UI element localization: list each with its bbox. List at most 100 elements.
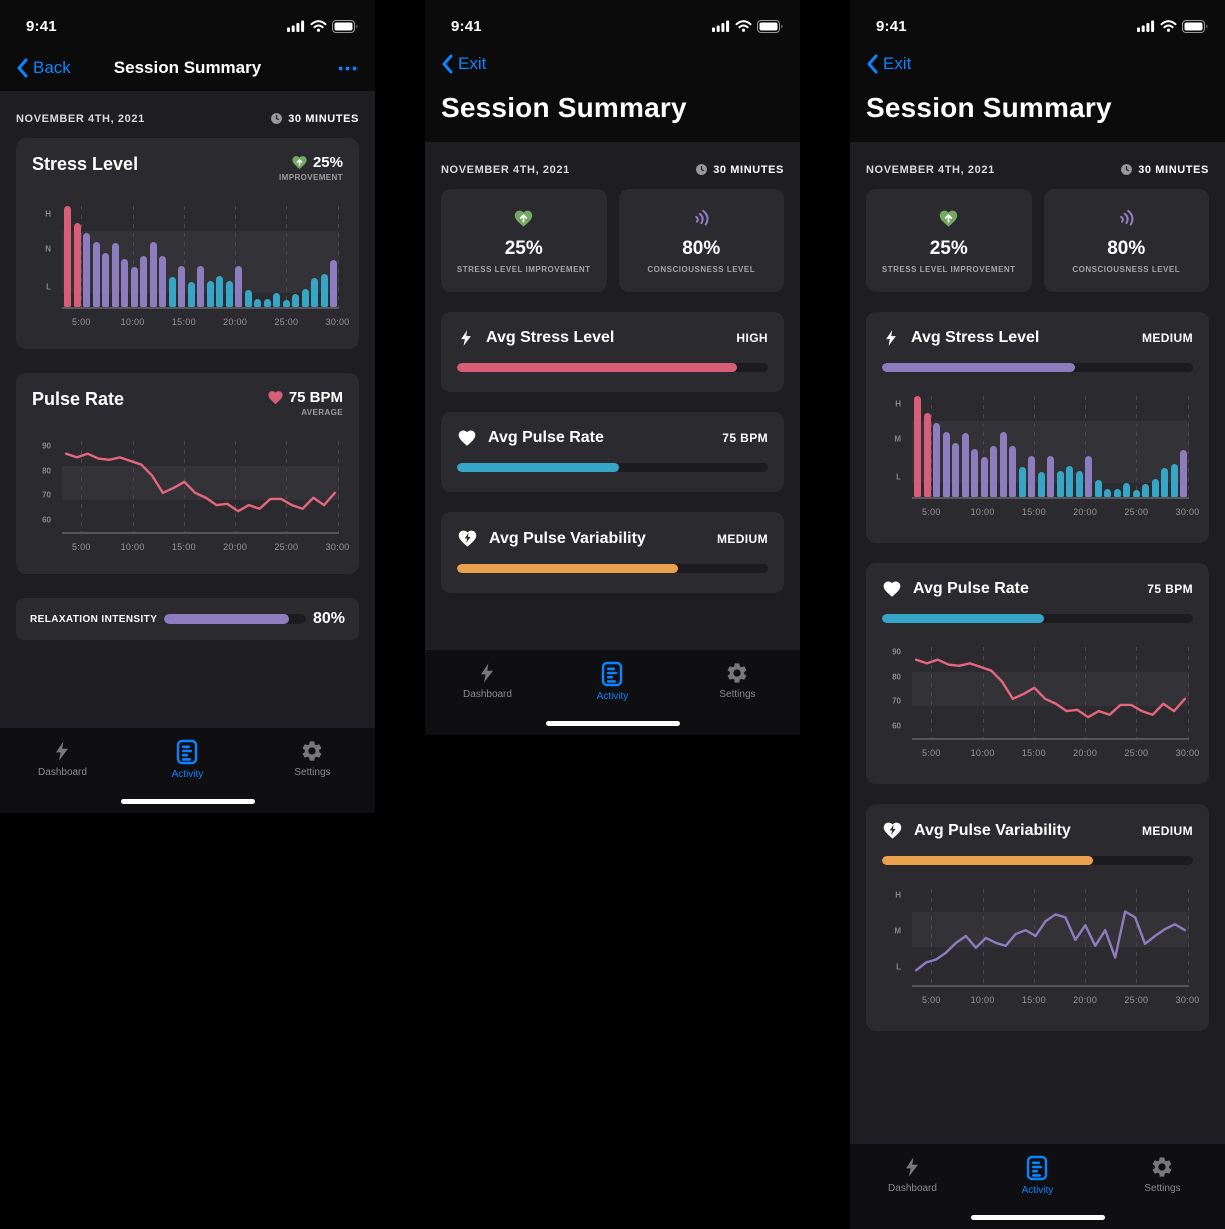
report-document-icon bbox=[175, 739, 199, 765]
pulse-progress-bar bbox=[882, 614, 1193, 623]
tab-bar: Dashboard Activity Settings bbox=[425, 650, 800, 735]
session-duration: 30 MINUTES bbox=[695, 163, 784, 176]
exit-button[interactable]: Exit bbox=[866, 54, 911, 74]
session-date: NOVEMBER 4TH, 2021 bbox=[16, 112, 145, 125]
status-bar: 9:41 bbox=[0, 0, 375, 44]
relaxation-progress-bar bbox=[164, 614, 307, 624]
cellular-signal-icon bbox=[287, 20, 305, 32]
tab-dashboard[interactable]: Dashboard bbox=[425, 661, 550, 735]
stress-improvement-stat: 25% IMPROVEMENT bbox=[279, 154, 343, 182]
session-duration: 30 MINUTES bbox=[1120, 163, 1209, 176]
battery-icon bbox=[332, 19, 359, 33]
sound-waves-icon bbox=[1052, 205, 1202, 231]
pulse-line-chart: 90 80 70 60 5:00 10:00 15:00 20:00 25:00 30:00 bbox=[882, 645, 1199, 764]
stress-level-card: Stress Level 25% IMPROVEMENT H N L 5:00 10:0… bbox=[16, 138, 359, 349]
heart-bolt-icon bbox=[882, 820, 903, 841]
metric-value: MEDIUM bbox=[1141, 331, 1193, 345]
more-menu-button[interactable]: ••• bbox=[338, 59, 359, 76]
page-title: Session Summary bbox=[441, 92, 687, 123]
consciousness-level-tile: 80% CONSCIOUSNESS LEVEL bbox=[618, 189, 784, 292]
metric-value: 75 BPM bbox=[1147, 582, 1193, 596]
card-title: Pulse Rate bbox=[32, 389, 125, 409]
pulse-rate-card: Pulse Rate 75 BPM AVERAGE 90 80 70 60 5:00 10… bbox=[16, 373, 359, 574]
wifi-icon bbox=[310, 20, 327, 32]
session-meta-row: NOVEMBER 4TH, 2021 30 MINUTES bbox=[425, 142, 800, 189]
status-bar: 9:41 bbox=[850, 0, 1225, 44]
phone-screen-detail: 9:41 Session Summary Back ••• NOVEMBER 4… bbox=[0, 0, 375, 813]
relaxation-value: 80% bbox=[312, 610, 345, 627]
session-meta-row: NOVEMBER 4TH, 2021 30 MINUTES bbox=[850, 142, 1225, 189]
stress-progress-bar bbox=[882, 363, 1193, 372]
wifi-icon bbox=[1160, 20, 1177, 32]
avg-stress-level-card: Avg Stress Level HIGH bbox=[441, 312, 784, 392]
status-time: 9:41 bbox=[26, 17, 57, 35]
cellular-signal-icon bbox=[712, 20, 730, 32]
heart-arrow-up-icon bbox=[291, 154, 308, 171]
heart-icon bbox=[267, 389, 284, 406]
heart-arrow-up-icon bbox=[874, 205, 1024, 231]
lightning-bolt-icon bbox=[901, 1155, 923, 1179]
metric-value: HIGH bbox=[736, 331, 768, 345]
stress-bar-chart: H N L 5:00 10:00 15:00 20:00 25:00 30:00 bbox=[32, 204, 349, 333]
home-indicator[interactable] bbox=[970, 1215, 1105, 1220]
back-button[interactable]: Back bbox=[16, 58, 71, 78]
avg-pulse-rate-card: Avg Pulse Rate 75 BPM bbox=[441, 412, 784, 492]
heart-bolt-icon bbox=[457, 528, 478, 549]
wifi-icon bbox=[735, 20, 752, 32]
clock-icon bbox=[270, 112, 283, 125]
cellular-signal-icon bbox=[1137, 20, 1155, 32]
tab-settings[interactable]: Settings bbox=[250, 739, 375, 813]
phone-screen-summary: 9:41 Exit Session Summary NOVEMBER 4TH, … bbox=[425, 0, 800, 735]
tab-activity[interactable]: Activity bbox=[125, 739, 250, 813]
chevron-left-icon bbox=[16, 58, 28, 78]
session-duration: 30 MINUTES bbox=[270, 112, 359, 125]
header: 9:41 Session Summary Back ••• bbox=[0, 0, 375, 91]
header: 9:41 Exit Session Summary bbox=[850, 0, 1225, 142]
chevron-left-icon bbox=[441, 54, 453, 74]
battery-icon bbox=[1182, 19, 1209, 33]
lightning-bolt-icon bbox=[51, 739, 73, 763]
home-indicator[interactable] bbox=[120, 799, 255, 804]
home-indicator[interactable] bbox=[545, 721, 680, 726]
avg-stress-level-card: Avg Stress Level MEDIUM H M L 5:00 10:00 15:0… bbox=[866, 312, 1209, 543]
sound-waves-icon bbox=[627, 205, 777, 231]
consciousness-level-tile: 80% CONSCIOUSNESS LEVEL bbox=[1043, 189, 1209, 292]
relaxation-label: RELAXATION INTENSITY bbox=[30, 613, 158, 625]
pulse-line-chart: 90 80 70 60 5:00 10:00 15:00 20:00 25:00 30:00 bbox=[32, 439, 349, 558]
variability-line-chart: H M L 5:00 10:00 15:00 20:00 25:00 30:00 bbox=[882, 887, 1199, 1011]
heart-icon bbox=[457, 428, 477, 448]
clock-icon bbox=[695, 163, 708, 176]
tab-dashboard[interactable]: Dashboard bbox=[850, 1155, 975, 1229]
lightning-bolt-icon bbox=[882, 328, 900, 348]
pulse-progress-bar bbox=[457, 463, 768, 472]
variability-progress-bar bbox=[882, 856, 1193, 865]
variability-progress-bar bbox=[457, 564, 768, 573]
tab-activity[interactable]: Activity bbox=[550, 661, 675, 735]
battery-icon bbox=[757, 19, 784, 33]
pulse-average-stat: 75 BPM AVERAGE bbox=[267, 389, 343, 417]
tab-dashboard[interactable]: Dashboard bbox=[0, 739, 125, 813]
status-time: 9:41 bbox=[876, 17, 907, 35]
report-document-icon bbox=[1025, 1155, 1049, 1181]
avg-pulse-variability-card: Avg Pulse Variability MEDIUM H M L 5:00 10:0… bbox=[866, 804, 1209, 1031]
avg-pulse-rate-card: Avg Pulse Rate 75 BPM 90 80 70 60 5:00 10:00 1… bbox=[866, 563, 1209, 784]
avg-pulse-variability-card: Avg Pulse Variability MEDIUM bbox=[441, 512, 784, 593]
stress-improvement-tile: 25% STRESS LEVEL IMPROVEMENT bbox=[866, 189, 1032, 292]
tab-settings[interactable]: Settings bbox=[675, 661, 800, 735]
tab-bar: Dashboard Activity Settings bbox=[0, 728, 375, 813]
metric-value: MEDIUM bbox=[716, 531, 768, 546]
stress-improvement-tile: 25% STRESS LEVEL IMPROVEMENT bbox=[441, 189, 607, 292]
header: 9:41 Exit Session Summary bbox=[425, 0, 800, 142]
heart-arrow-up-icon bbox=[449, 205, 599, 231]
nav-bar: Session Summary Back ••• bbox=[0, 44, 375, 91]
session-meta-row: NOVEMBER 4TH, 2021 30 MINUTES bbox=[0, 91, 375, 138]
exit-button[interactable]: Exit bbox=[441, 54, 486, 74]
gear-icon bbox=[725, 661, 749, 685]
session-date: NOVEMBER 4TH, 2021 bbox=[866, 163, 995, 176]
session-date: NOVEMBER 4TH, 2021 bbox=[441, 163, 570, 176]
report-document-icon bbox=[600, 661, 624, 687]
tab-activity[interactable]: Activity bbox=[975, 1155, 1100, 1229]
lightning-bolt-icon bbox=[476, 661, 498, 685]
status-bar: 9:41 bbox=[425, 0, 800, 44]
tab-settings[interactable]: Settings bbox=[1100, 1155, 1225, 1229]
